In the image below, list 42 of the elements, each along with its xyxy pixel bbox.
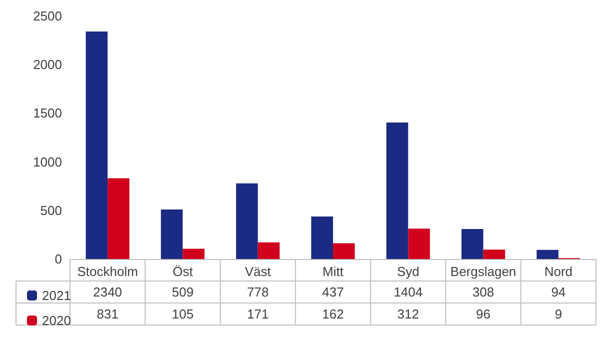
bar xyxy=(258,242,280,259)
bar xyxy=(483,250,506,259)
x-tick-label: Öst xyxy=(172,264,194,279)
y-tick-label: 1000 xyxy=(33,154,62,170)
y-tick-label: 500 xyxy=(40,202,62,218)
y-tick-label: 2500 xyxy=(33,8,62,24)
bar xyxy=(536,250,558,259)
data-label: 1404 xyxy=(394,284,423,300)
data-label: 96 xyxy=(476,306,491,322)
x-tick-label: Bergslagen xyxy=(450,264,516,279)
x-tick-label: Väst xyxy=(244,264,272,279)
legend-label: 2021 xyxy=(42,288,71,303)
y-tick-label: 1500 xyxy=(33,106,62,121)
bar xyxy=(182,248,205,259)
y-tick-label: 0 xyxy=(54,252,62,266)
x-tick-label: Syd xyxy=(396,264,420,279)
bar xyxy=(311,216,333,259)
bar xyxy=(461,229,484,259)
bar xyxy=(108,178,130,259)
bar xyxy=(86,32,108,259)
bar xyxy=(386,122,408,259)
data-label: 831 xyxy=(96,306,118,322)
data-label: 2340 xyxy=(93,284,122,300)
bar xyxy=(160,210,183,259)
bar xyxy=(408,228,430,259)
data-label: 105 xyxy=(172,306,194,322)
y-tick-label: 2000 xyxy=(33,57,62,72)
legend-label: 2020 xyxy=(42,313,71,328)
data-label: 437 xyxy=(322,284,344,300)
data-label: 171 xyxy=(247,306,269,322)
data-label: 312 xyxy=(397,306,419,322)
data-label: 509 xyxy=(172,284,194,300)
x-tick-label: Mitt xyxy=(322,264,344,279)
data-label: 162 xyxy=(322,306,344,322)
bar xyxy=(236,183,258,259)
data-label: 94 xyxy=(551,284,566,300)
data-label: 9 xyxy=(554,306,562,322)
bar xyxy=(333,243,355,259)
x-tick-label: Nord xyxy=(544,264,573,279)
data-label: 308 xyxy=(472,284,494,300)
x-tick-label: Stockholm xyxy=(77,264,138,279)
data-label: 778 xyxy=(247,284,269,300)
